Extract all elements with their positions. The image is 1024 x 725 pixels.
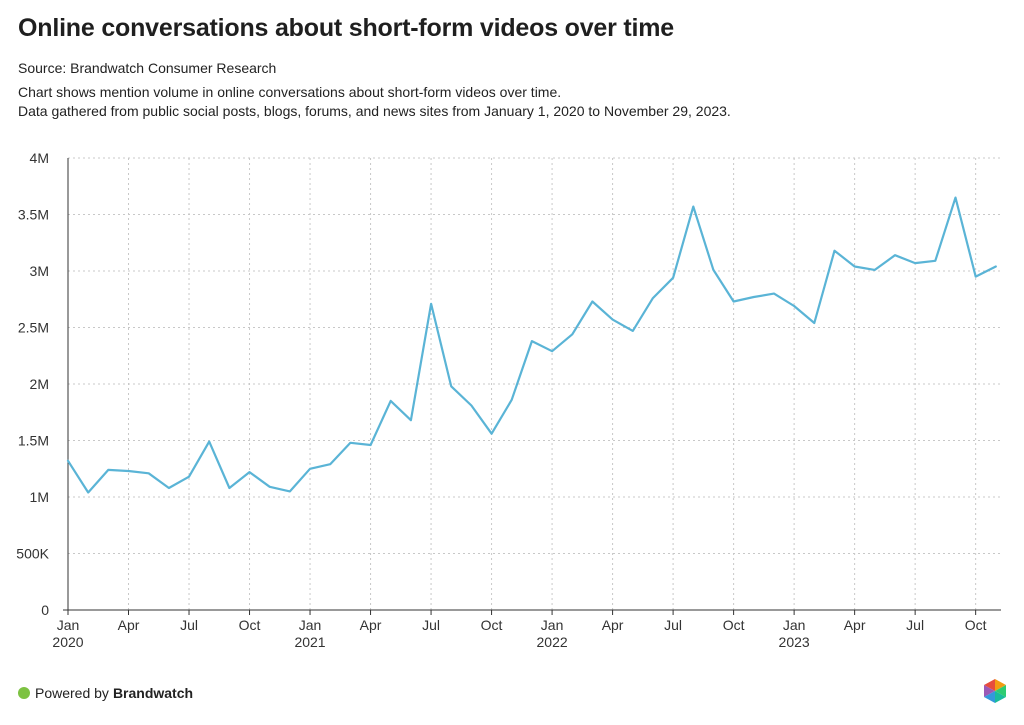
- x-year-label: 2022: [537, 634, 568, 650]
- x-tick-label: Oct: [723, 617, 745, 633]
- description-line-2: Data gathered from public social posts, …: [18, 103, 731, 119]
- chart-title: Online conversations about short-form vi…: [18, 14, 674, 42]
- y-tick-label: 500K: [16, 546, 49, 562]
- description-line-1: Chart shows mention volume in online con…: [18, 84, 562, 100]
- brand-name: Brandwatch: [112, 685, 194, 701]
- x-tick-label: Oct: [965, 617, 987, 633]
- powered-by-footer: Powered by Brandwatch: [18, 685, 193, 701]
- powered-by-label: Powered by: [35, 685, 109, 701]
- x-tick-label: Oct: [481, 617, 503, 633]
- green-dot-icon: [18, 687, 30, 699]
- x-year-label: 2021: [294, 634, 325, 650]
- brandwatch-logo-icon[interactable]: [983, 678, 1007, 704]
- x-tick-label: Apr: [360, 617, 382, 633]
- x-tick-label: Jul: [180, 617, 198, 633]
- x-tick-label: Oct: [239, 617, 261, 633]
- x-tick-label: Apr: [602, 617, 624, 633]
- x-tick-label: Jul: [422, 617, 440, 633]
- x-year-label: 2020: [52, 634, 83, 650]
- y-tick-label: 2.5M: [18, 320, 49, 336]
- series-line: [66, 196, 997, 494]
- x-tick-label: Jan: [783, 617, 806, 633]
- x-tick-label: Jan: [541, 617, 564, 633]
- x-tick-label: Apr: [118, 617, 140, 633]
- x-tick-label: Jan: [299, 617, 322, 633]
- x-tick-label: Jul: [906, 617, 924, 633]
- y-tick-label: 0: [41, 602, 49, 618]
- chart-description: Chart shows mention volume in online con…: [18, 83, 731, 121]
- y-tick-label: 3M: [30, 263, 49, 279]
- y-tick-label: 2M: [30, 376, 49, 392]
- y-tick-label: 1.5M: [18, 433, 49, 449]
- x-tick-label: Apr: [844, 617, 866, 633]
- y-tick-label: 4M: [30, 150, 49, 166]
- x-tick-label: Jan: [57, 617, 80, 633]
- x-tick-label: Jul: [664, 617, 682, 633]
- y-tick-label: 3.5M: [18, 207, 49, 223]
- x-year-label: 2023: [779, 634, 810, 650]
- y-tick-label: 1M: [30, 489, 49, 505]
- source-caption: Source: Brandwatch Consumer Research: [18, 60, 277, 76]
